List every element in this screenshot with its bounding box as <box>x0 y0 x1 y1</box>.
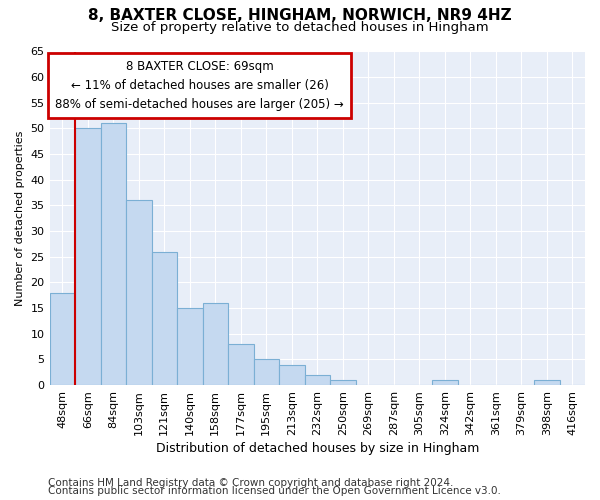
Bar <box>330 380 356 385</box>
Text: Size of property relative to detached houses in Hingham: Size of property relative to detached ho… <box>111 22 489 35</box>
Text: Contains public sector information licensed under the Open Government Licence v3: Contains public sector information licen… <box>48 486 501 496</box>
Text: 8 BAXTER CLOSE: 69sqm
← 11% of detached houses are smaller (26)
88% of semi-deta: 8 BAXTER CLOSE: 69sqm ← 11% of detached … <box>55 60 344 111</box>
Y-axis label: Number of detached properties: Number of detached properties <box>15 130 25 306</box>
Bar <box>228 344 254 385</box>
Bar <box>305 375 330 385</box>
Bar <box>279 364 305 385</box>
Bar <box>50 292 75 385</box>
Bar <box>126 200 152 385</box>
Bar <box>177 308 203 385</box>
Bar <box>534 380 560 385</box>
Bar <box>254 360 279 385</box>
Bar <box>432 380 458 385</box>
Bar <box>152 252 177 385</box>
X-axis label: Distribution of detached houses by size in Hingham: Distribution of detached houses by size … <box>155 442 479 455</box>
Text: Contains HM Land Registry data © Crown copyright and database right 2024.: Contains HM Land Registry data © Crown c… <box>48 478 454 488</box>
Text: 8, BAXTER CLOSE, HINGHAM, NORWICH, NR9 4HZ: 8, BAXTER CLOSE, HINGHAM, NORWICH, NR9 4… <box>88 8 512 22</box>
Bar <box>101 124 126 385</box>
Bar <box>203 303 228 385</box>
Bar <box>75 128 101 385</box>
